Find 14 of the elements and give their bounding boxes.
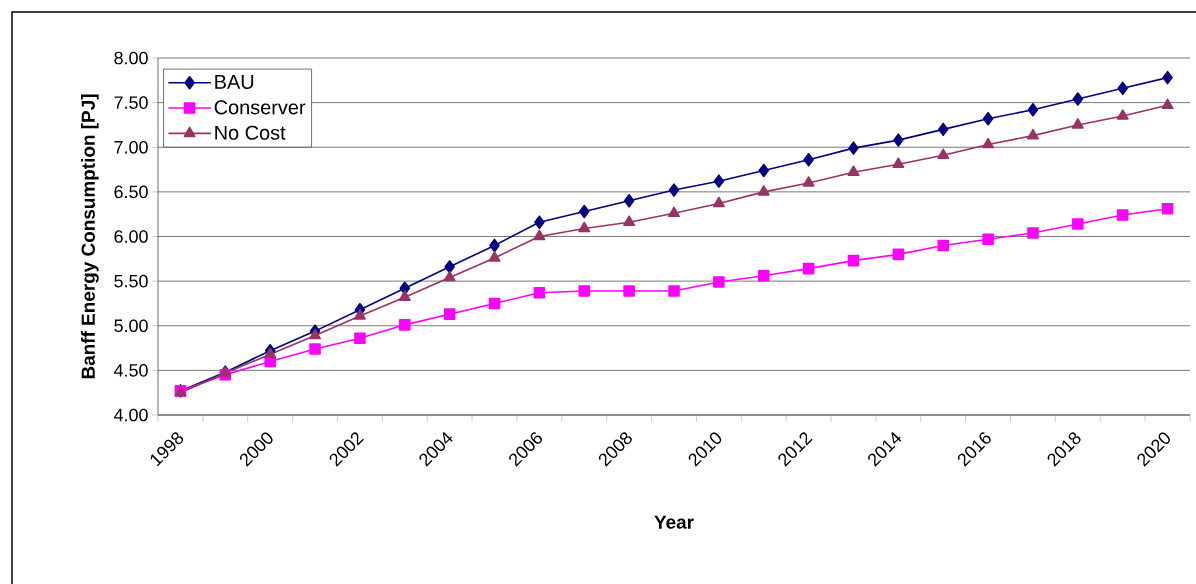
y-tick-label: 6.00 [114, 230, 148, 243]
y-tick-label: 7.00 [114, 140, 148, 154]
legend-label: No Cost [215, 125, 286, 140]
y-tick-label: 4.00 [113, 408, 148, 422]
y-tick-label: 8.00 [114, 51, 148, 65]
y-tick-label: 5.50 [114, 274, 148, 288]
y-tick-label: 6.50 [114, 185, 148, 199]
y-tick-label: 5.00 [114, 319, 148, 333]
y-axis-title: Banff Energy Consumption [PJ] [81, 94, 99, 379]
legend-label: BAU [215, 75, 254, 89]
legend-label: Conserver [214, 100, 306, 115]
y-tick-label: 4.50 [113, 364, 148, 377]
x-axis-title: Year [654, 515, 694, 529]
y-tick-label: 7.50 [114, 96, 148, 109]
